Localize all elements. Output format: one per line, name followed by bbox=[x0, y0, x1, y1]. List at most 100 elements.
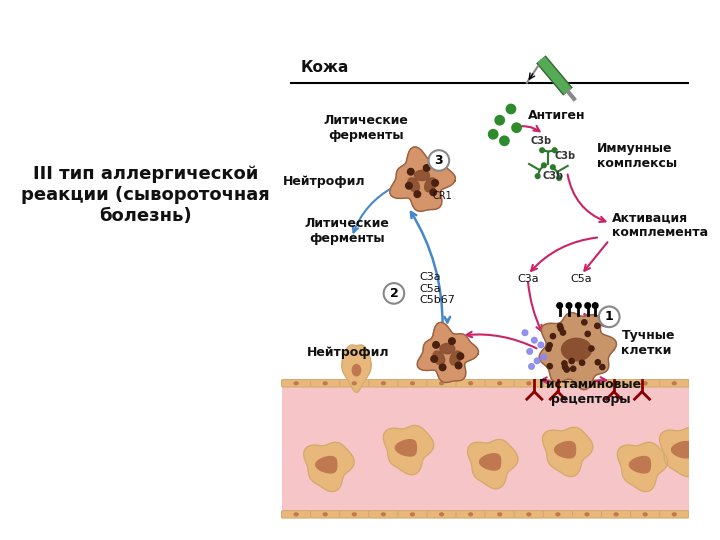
Circle shape bbox=[384, 283, 404, 303]
Polygon shape bbox=[316, 456, 337, 473]
Circle shape bbox=[531, 338, 537, 343]
Text: Тучные
клетки: Тучные клетки bbox=[621, 329, 675, 357]
Circle shape bbox=[560, 330, 566, 335]
FancyBboxPatch shape bbox=[456, 380, 485, 387]
Circle shape bbox=[600, 364, 605, 370]
Circle shape bbox=[557, 323, 562, 329]
Ellipse shape bbox=[614, 382, 618, 384]
Circle shape bbox=[558, 326, 564, 332]
Circle shape bbox=[512, 123, 521, 132]
Circle shape bbox=[589, 346, 594, 351]
Text: C3a: C3a bbox=[517, 274, 539, 285]
Ellipse shape bbox=[352, 513, 356, 516]
Circle shape bbox=[522, 330, 528, 335]
Circle shape bbox=[457, 353, 464, 360]
Circle shape bbox=[431, 356, 438, 362]
Circle shape bbox=[433, 342, 439, 348]
FancyBboxPatch shape bbox=[340, 380, 369, 387]
Ellipse shape bbox=[410, 513, 414, 516]
Circle shape bbox=[546, 346, 551, 352]
Ellipse shape bbox=[323, 513, 327, 516]
Ellipse shape bbox=[408, 178, 420, 192]
Circle shape bbox=[439, 364, 446, 370]
Bar bbox=[282, 382, 689, 514]
Circle shape bbox=[541, 354, 546, 360]
Text: C3b: C3b bbox=[542, 171, 564, 181]
Circle shape bbox=[541, 163, 546, 167]
Text: III тип аллергической
реакции (сывороточная
болезнь): III тип аллергической реакции (сывороточ… bbox=[22, 165, 270, 225]
Ellipse shape bbox=[469, 513, 472, 516]
FancyBboxPatch shape bbox=[485, 380, 514, 387]
Ellipse shape bbox=[614, 513, 618, 516]
Ellipse shape bbox=[643, 382, 647, 384]
Ellipse shape bbox=[440, 513, 444, 516]
Ellipse shape bbox=[469, 382, 472, 384]
Ellipse shape bbox=[556, 513, 559, 516]
FancyBboxPatch shape bbox=[660, 380, 689, 387]
Circle shape bbox=[455, 362, 462, 369]
Polygon shape bbox=[480, 454, 500, 470]
FancyBboxPatch shape bbox=[485, 511, 514, 518]
Circle shape bbox=[580, 360, 585, 366]
Circle shape bbox=[547, 342, 552, 348]
Ellipse shape bbox=[294, 382, 298, 384]
Ellipse shape bbox=[382, 382, 385, 384]
Polygon shape bbox=[383, 426, 433, 475]
Circle shape bbox=[599, 307, 619, 327]
FancyBboxPatch shape bbox=[427, 380, 456, 387]
Circle shape bbox=[527, 349, 533, 354]
Circle shape bbox=[506, 104, 516, 113]
FancyBboxPatch shape bbox=[514, 511, 544, 518]
Polygon shape bbox=[672, 442, 693, 458]
Ellipse shape bbox=[672, 513, 676, 516]
Circle shape bbox=[562, 361, 567, 366]
Circle shape bbox=[552, 148, 557, 153]
Circle shape bbox=[528, 363, 534, 369]
FancyBboxPatch shape bbox=[601, 511, 631, 518]
Text: Литические
ферменты: Литические ферменты bbox=[323, 114, 408, 141]
Text: Иммунные
комплексы: Иммунные комплексы bbox=[597, 142, 678, 170]
Circle shape bbox=[428, 150, 449, 171]
Circle shape bbox=[414, 191, 420, 198]
Ellipse shape bbox=[294, 513, 298, 516]
Ellipse shape bbox=[672, 382, 676, 384]
FancyBboxPatch shape bbox=[282, 380, 310, 387]
Text: CR1: CR1 bbox=[433, 191, 452, 201]
FancyBboxPatch shape bbox=[340, 511, 369, 518]
Text: 3: 3 bbox=[435, 154, 444, 167]
FancyBboxPatch shape bbox=[544, 380, 572, 387]
Circle shape bbox=[432, 180, 438, 186]
Circle shape bbox=[430, 189, 436, 195]
Circle shape bbox=[449, 338, 455, 345]
Circle shape bbox=[595, 323, 600, 328]
FancyBboxPatch shape bbox=[310, 380, 340, 387]
Ellipse shape bbox=[556, 382, 559, 384]
Polygon shape bbox=[467, 440, 518, 489]
Ellipse shape bbox=[585, 382, 589, 384]
Ellipse shape bbox=[498, 382, 502, 384]
Ellipse shape bbox=[440, 343, 455, 354]
Ellipse shape bbox=[382, 513, 385, 516]
Ellipse shape bbox=[425, 178, 436, 192]
Circle shape bbox=[534, 358, 540, 363]
FancyBboxPatch shape bbox=[660, 511, 689, 518]
Circle shape bbox=[408, 168, 414, 175]
Circle shape bbox=[488, 130, 498, 139]
FancyBboxPatch shape bbox=[572, 380, 601, 387]
Text: C3b: C3b bbox=[531, 136, 552, 146]
Text: 1: 1 bbox=[605, 310, 613, 323]
Circle shape bbox=[557, 303, 562, 308]
Circle shape bbox=[535, 174, 540, 179]
Circle shape bbox=[540, 148, 544, 153]
Circle shape bbox=[585, 331, 590, 336]
Ellipse shape bbox=[410, 382, 414, 384]
Text: C5a: C5a bbox=[570, 274, 592, 285]
Ellipse shape bbox=[440, 382, 444, 384]
FancyBboxPatch shape bbox=[514, 380, 544, 387]
Circle shape bbox=[500, 136, 509, 145]
Circle shape bbox=[538, 342, 544, 348]
Ellipse shape bbox=[415, 170, 430, 180]
FancyBboxPatch shape bbox=[572, 511, 601, 518]
Circle shape bbox=[550, 334, 556, 339]
FancyBboxPatch shape bbox=[631, 511, 660, 518]
